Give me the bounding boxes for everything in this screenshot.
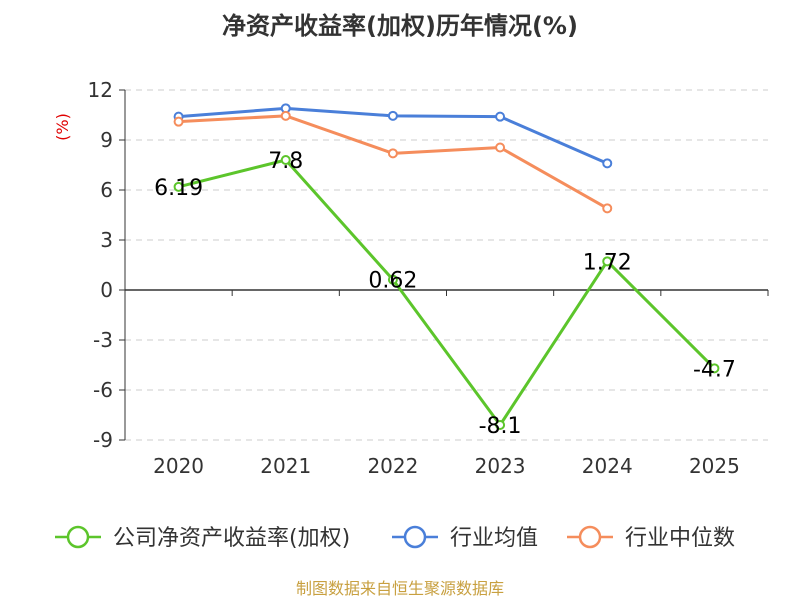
- legend-marker-1: [403, 525, 427, 549]
- series-line-0: [178, 158, 716, 427]
- chart-title: 净资产收益率(加权)历年情况(%): [222, 12, 578, 40]
- point-s2-2023: [495, 142, 506, 153]
- point-s0-2020: [173, 181, 184, 192]
- legend-marker-2: [578, 525, 602, 549]
- legend-marker-0: [66, 525, 90, 549]
- point-s0-2024: [602, 256, 613, 267]
- series-line-2: [178, 114, 608, 210]
- y-tick-label-3: 3: [100, 228, 113, 252]
- point-s0-2023: [495, 420, 506, 430]
- point-s1-2023: [495, 111, 506, 122]
- point-s0-2022: [387, 274, 398, 285]
- y-tick-label-0: 0: [100, 278, 113, 302]
- y-tick-label-12: 12: [88, 78, 113, 102]
- axes: 12 9 6 3 0 -3 -6 -9 2020 2021 2022 2023 2024 2025: [88, 78, 769, 478]
- y-tick-label-9: 9: [100, 128, 113, 152]
- point-s1-2024: [602, 158, 613, 169]
- x-tick-label-2020: 2020: [153, 454, 204, 478]
- point-s0-2021: [280, 155, 291, 165]
- point-s1-2022: [387, 110, 398, 121]
- legend: 公司净资产收益率(加权) 行业均值 行业中位数: [55, 525, 735, 551]
- series-group: [173, 103, 720, 430]
- data-label-2025: -4.7: [693, 357, 736, 382]
- source-note: 制图数据来自恒生聚源数据库: [296, 579, 504, 598]
- x-tick-label-2025: 2025: [689, 454, 740, 478]
- point-s2-2022: [387, 148, 398, 159]
- data-label-2022: 0.62: [368, 269, 417, 294]
- y-tick-label--3: -3: [93, 328, 113, 352]
- data-label-2024: 1.72: [583, 250, 632, 275]
- y-axis-label: (%): [53, 113, 72, 141]
- y-tick-label--9: -9: [93, 428, 113, 452]
- x-tick-label-2021: 2021: [260, 454, 311, 478]
- x-tick-label-2022: 2022: [367, 454, 418, 478]
- y-tick-label-6: 6: [100, 178, 113, 202]
- x-tick-label-2024: 2024: [582, 454, 633, 478]
- gridlines: [125, 89, 768, 441]
- point-s0-2025: [709, 363, 720, 374]
- legend-label-0: 公司净资产收益率(加权): [113, 526, 350, 551]
- legend-label-1: 行业均值: [450, 526, 538, 551]
- y-tick-label--6: -6: [93, 378, 113, 402]
- point-s2-2020: [173, 116, 184, 127]
- data-label-2021: 7.8: [268, 149, 303, 174]
- data-label-2020: 6.19: [154, 176, 203, 201]
- x-tick-label-2023: 2023: [475, 454, 526, 478]
- point-s2-2021: [280, 110, 291, 121]
- data-label-2023: -8.1: [479, 414, 522, 439]
- point-s2-2024: [602, 203, 613, 214]
- legend-label-2: 行业中位数: [625, 526, 735, 551]
- data-labels: 6.19 7.8 0.62 -8.1 1.72 -4.7: [154, 149, 736, 439]
